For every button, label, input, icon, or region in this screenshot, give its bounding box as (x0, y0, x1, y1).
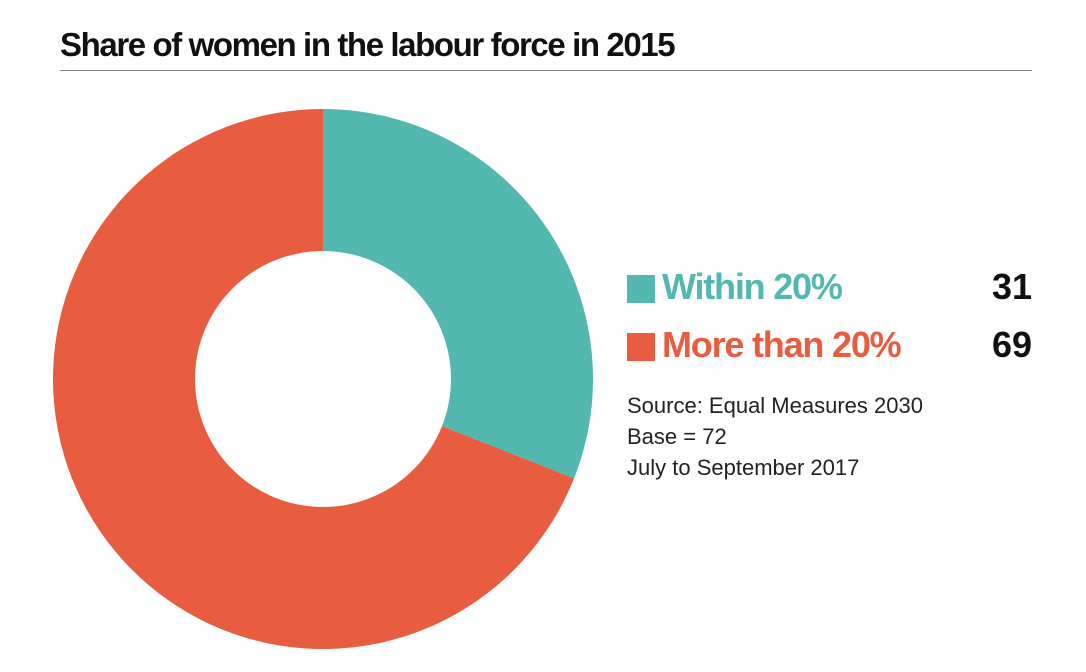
legend-value-more-than-20: 69 (991, 324, 1032, 365)
chart-notes: Source: Equal Measures 2030 Base = 72 Ju… (627, 390, 923, 483)
legend-swatch-more-than-20 (627, 333, 655, 361)
legend-swatch-within-20 (627, 275, 655, 303)
legend-label-more-than-20: More than 20% (662, 324, 902, 365)
chart-title: Share of women in the labour force in 20… (60, 26, 676, 63)
legend-label-within-20: Within 20% (662, 266, 843, 307)
donut-chart (53, 109, 593, 649)
period-note: July to September 2017 (627, 455, 860, 480)
legend-value-within-20: 31 (991, 266, 1032, 307)
title-divider (60, 70, 1032, 71)
base-note: Base = 72 (627, 424, 727, 449)
donut-slice-within-20 (323, 109, 593, 479)
source-note: Source: Equal Measures 2030 (627, 393, 923, 418)
legend-item-within-20: Within 20% 31 (627, 265, 1032, 309)
donut-slice-more-than-20 (53, 109, 575, 649)
legend-item-more-than-20: More than 20% 69 (627, 323, 1032, 367)
